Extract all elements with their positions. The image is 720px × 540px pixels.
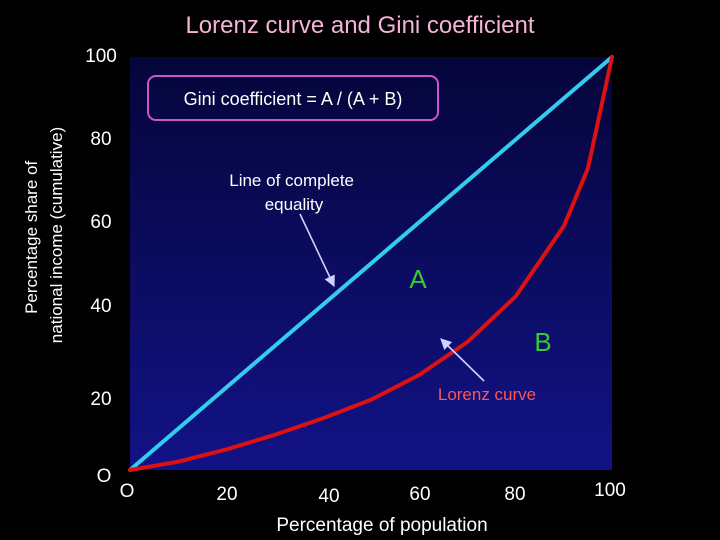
y-axis-label-line-2: national income (cumulative): [47, 127, 66, 343]
x-tick-label: 100: [594, 480, 626, 501]
area-b-label: B: [534, 327, 551, 357]
equality-label-line-2: equality: [265, 195, 324, 214]
y-tick-label: 100: [85, 46, 117, 67]
lorenz-arrow: [440, 338, 485, 382]
x-tick-label: 60: [409, 484, 430, 505]
x-tick-label: 20: [216, 484, 237, 505]
y-ticks: 20 40 60 80 100: [85, 46, 117, 410]
equality-label-line-1: Line of complete: [229, 171, 354, 190]
equality-label: Line of complete equality: [229, 171, 358, 214]
chart-title: Lorenz curve and Gini coefficient: [185, 12, 534, 39]
origin-label-x: O: [120, 481, 135, 502]
gini-box: [147, 75, 439, 121]
equality-line: [128, 55, 614, 472]
x-axis-label: Percentage of population: [276, 515, 487, 536]
y-tick-label: 20: [90, 389, 111, 410]
y-tick-label: 60: [90, 212, 111, 233]
lorenz-curve-label: Lorenz curve: [438, 385, 536, 404]
equality-arrow: [299, 213, 335, 288]
origin-label-y: O: [97, 466, 112, 487]
x-tick-label: 40: [318, 486, 339, 507]
y-axis-label-line-1: Percentage share of: [22, 161, 41, 314]
gini-formula: Gini coefficient = A / (A + B): [184, 89, 403, 109]
area-a-label: A: [409, 264, 427, 294]
x-ticks: 20 40 60 80 100: [216, 480, 625, 507]
y-tick-label: 80: [90, 129, 111, 150]
y-tick-label: 40: [90, 296, 111, 317]
lorenz-curve: [128, 55, 614, 472]
x-tick-label: 80: [504, 484, 525, 505]
y-axis-label: Percentage share of national income (cum…: [22, 127, 66, 343]
